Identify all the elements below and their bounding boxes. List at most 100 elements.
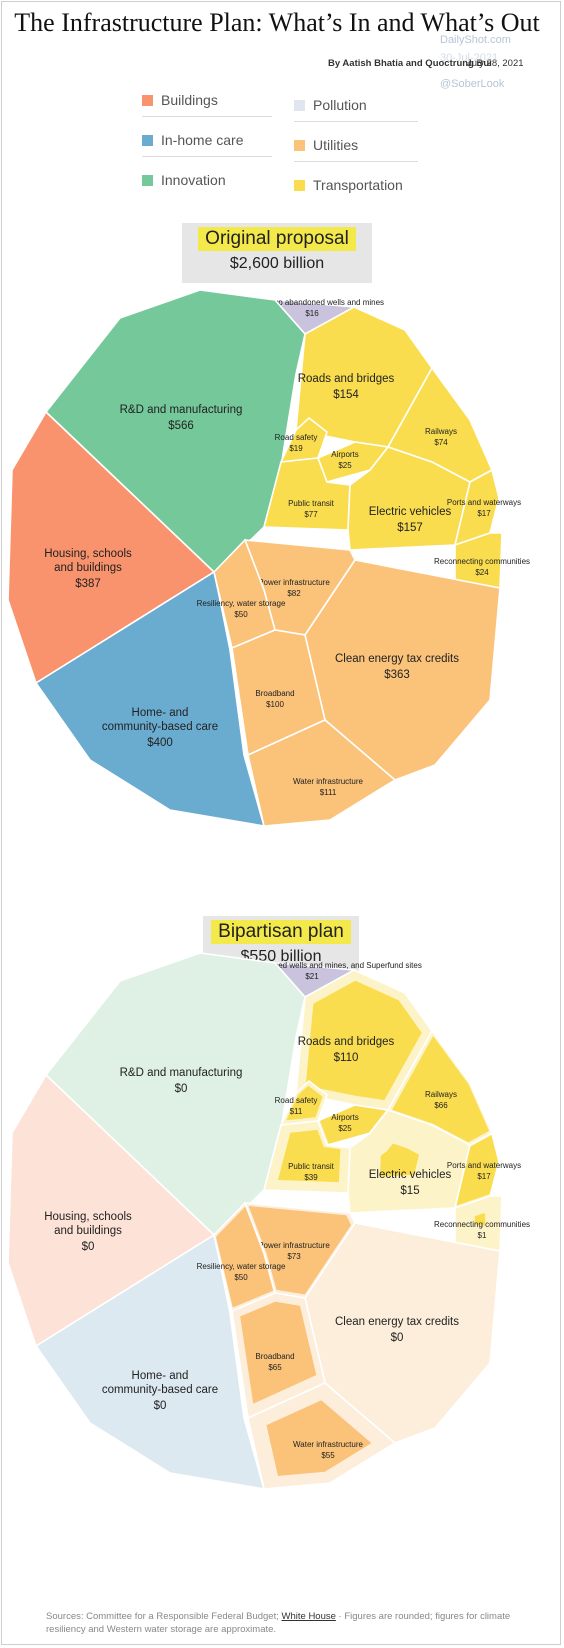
treemap-value-label: $24 xyxy=(475,568,489,577)
treemap-label: Broadband xyxy=(255,689,294,698)
legend-label: Pollution xyxy=(313,97,367,113)
treemap-cell xyxy=(454,532,503,589)
treemap-label: Home- and xyxy=(132,707,189,719)
publish-date: July 28, 2021 xyxy=(467,58,524,69)
legend-label: Innovation xyxy=(161,172,226,188)
watermark-handle: @SoberLook xyxy=(440,78,505,90)
treemap-cell xyxy=(7,410,216,685)
treemap-value-label: $17 xyxy=(477,1172,491,1181)
treemap-label: Reconnecting communities xyxy=(434,557,530,566)
legend-swatch xyxy=(142,95,153,106)
treemap-value-label: $0 xyxy=(154,1400,167,1412)
treemap-value-label: $74 xyxy=(434,438,448,447)
treemap-label: Railways xyxy=(425,427,457,436)
legend-label: Utilities xyxy=(313,137,359,153)
treemap-value-label: $21 xyxy=(305,972,319,981)
treemap-label: Ports and waterways xyxy=(447,498,521,507)
treemap-funded-cell xyxy=(456,1135,499,1206)
watermark-date: 30-Jul-2021 xyxy=(440,52,499,64)
plan-name: Bipartisan plan xyxy=(211,920,351,944)
legend-item-in-home-care: In-home care xyxy=(142,128,272,157)
treemap-label: Power infrastructure xyxy=(258,1241,330,1250)
source-note: Sources: Committee for a Responsible Fed… xyxy=(46,1610,516,1636)
treemap-label: Housing, schools xyxy=(44,548,132,560)
treemap-cell xyxy=(453,468,500,547)
treemap-value-label: $25 xyxy=(338,461,352,470)
treemap-label: Broadband xyxy=(255,1352,294,1361)
treemap-value-label: $0 xyxy=(391,1332,404,1344)
treemap-label: Road safety xyxy=(275,1096,318,1105)
treemap-funded-cell xyxy=(240,1301,317,1404)
treemap-cell xyxy=(347,446,471,551)
treemap-label: community-based care xyxy=(102,721,218,733)
treemap-label: Public transit xyxy=(288,1162,335,1171)
treemap-cell xyxy=(279,416,328,463)
treemap-label: Electric vehicles xyxy=(369,1169,452,1181)
treemap-cell xyxy=(7,1073,216,1348)
treemap-label: Housing, schools xyxy=(44,1211,132,1223)
byline: By Aatish Bhatia and Quoctrung Bui xyxy=(328,58,492,69)
source-note-text: Figures are rounded; figures for climate… xyxy=(46,1611,511,1635)
source-link-white-house[interactable]: White House xyxy=(281,1611,336,1622)
treemap-label: Cleaning up abandoned wells and mines xyxy=(240,298,384,307)
treemap-value-label: $16 xyxy=(305,309,319,318)
legend-label: Transportation xyxy=(313,177,403,193)
legend-item-innovation: Innovation xyxy=(142,168,272,196)
legend-label: In-home care xyxy=(161,132,244,148)
legend-swatch xyxy=(142,175,153,186)
treemap-label: Reconnecting communities xyxy=(434,1220,530,1229)
treemap-label: Railways xyxy=(425,1090,457,1099)
treemap-label: Electric vehicles xyxy=(369,506,452,518)
legend-item-pollution: Pollution xyxy=(294,93,418,122)
treemap-label: Roads and bridges xyxy=(298,1036,395,1048)
treemap-label: R&D and manufacturing xyxy=(120,1067,243,1079)
treemap-value-label: $111 xyxy=(320,788,337,797)
treemap-value-label: $1 xyxy=(478,1231,487,1240)
plan-name: Original proposal xyxy=(198,227,356,251)
treemap-funded-cell xyxy=(248,1206,352,1295)
treemap-cell xyxy=(231,629,326,757)
treemap-funded-cell xyxy=(380,1143,419,1177)
treemap-label: Clean energy tax credits xyxy=(335,1316,459,1328)
treemap-value-label: $50 xyxy=(234,610,248,619)
treemap-cell xyxy=(213,538,276,650)
treemap-value-label: $110 xyxy=(334,1052,359,1064)
treemap-label: Resiliency, water storage xyxy=(197,599,286,608)
treemap-value-label: $0 xyxy=(82,1241,95,1253)
watermark-site: DailyShot.com xyxy=(440,34,511,46)
treemap-funded-cell xyxy=(278,1129,341,1183)
treemap-value-label: $566 xyxy=(168,420,194,432)
treemap-label: Home- and xyxy=(132,1370,189,1382)
legend-item-utilities: Utilities xyxy=(294,133,418,162)
treemap-value-label: $50 xyxy=(234,1273,248,1282)
treemap-label: and buildings xyxy=(54,1225,122,1237)
treemap-label: and buildings xyxy=(54,562,122,574)
treemap-value-label: $15 xyxy=(400,1185,419,1197)
treemap-label: Road safety xyxy=(275,433,318,442)
legend-swatch xyxy=(142,135,153,146)
treemap-value-label: $100 xyxy=(266,700,284,709)
treemap-value-label: $65 xyxy=(268,1363,282,1372)
treemap-label: Power infrastructure xyxy=(258,578,330,587)
treemap-funded-cell xyxy=(266,1400,372,1476)
treemap-value-label: $77 xyxy=(304,510,318,519)
treemap-label: Ports and waterways xyxy=(447,1161,521,1170)
page-title: The Infrastructure Plan: What’s In and W… xyxy=(14,8,540,37)
treemap-label: Water infrastructure xyxy=(293,777,363,786)
treemap-value-label: $400 xyxy=(147,737,173,749)
treemap-value-label: $73 xyxy=(287,1252,301,1261)
treemap-label: Roads and bridges xyxy=(298,373,395,385)
treemap-value-label: $55 xyxy=(321,1451,335,1460)
treemap-label: Cleaning up abandoned wells and mines, a… xyxy=(202,961,422,970)
treemap-label: Resiliency, water storage xyxy=(197,1262,286,1271)
legend-swatch xyxy=(294,100,305,111)
treemap-label: Clean energy tax credits xyxy=(335,653,459,665)
treemap-value-label: $11 xyxy=(290,1107,303,1116)
treemap-value-label: $25 xyxy=(338,1124,352,1133)
treemap-label: R&D and manufacturing xyxy=(120,404,243,416)
source-prefix: Sources: Committee for a Responsible Fed… xyxy=(46,1611,279,1622)
legend-label: Buildings xyxy=(161,92,218,108)
